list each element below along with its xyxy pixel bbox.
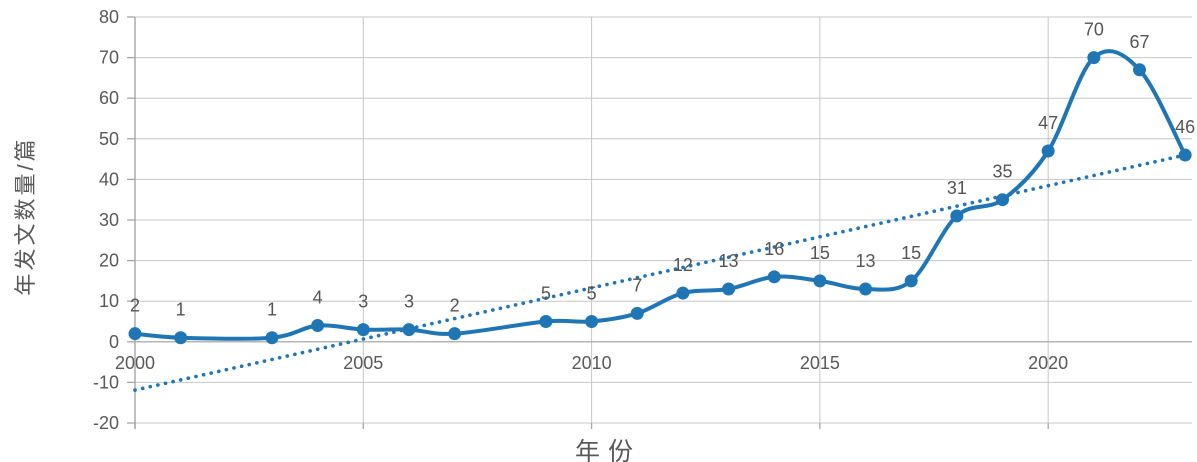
y-tick-label: -10	[93, 372, 119, 392]
data-point	[904, 274, 918, 288]
y-tick-label: 10	[99, 291, 119, 311]
data-label: 2	[130, 296, 140, 316]
y-tick-label: 60	[99, 88, 119, 108]
x-tick-label: 2020	[1028, 353, 1068, 373]
data-point	[676, 286, 690, 300]
data-label: 3	[358, 292, 368, 312]
data-label: 1	[176, 300, 186, 320]
series-line	[133, 49, 1188, 341]
data-point	[767, 270, 781, 284]
y-tick-label: 50	[99, 129, 119, 149]
y-tick-label: 0	[109, 332, 119, 352]
data-point	[1041, 144, 1055, 158]
data-label: 7	[632, 275, 642, 295]
data-label: 15	[810, 243, 830, 263]
data-point	[950, 209, 964, 223]
data-label: 13	[856, 251, 876, 271]
data-label: 70	[1084, 20, 1104, 40]
data-point	[402, 323, 416, 337]
x-tick-label: 2015	[800, 353, 840, 373]
data-point	[630, 306, 644, 320]
data-label: 15	[901, 243, 921, 263]
data-point	[1132, 63, 1146, 77]
y-tick-label: 30	[99, 210, 119, 230]
x-axis-title: 年份	[574, 438, 641, 462]
data-point	[996, 193, 1010, 207]
data-point	[813, 274, 827, 288]
y-tick-label: 70	[99, 48, 119, 68]
data-label: 3	[404, 292, 414, 312]
data-point	[265, 331, 279, 345]
data-point	[356, 323, 370, 337]
y-tick-label: 80	[99, 7, 119, 27]
data-point	[722, 282, 736, 296]
x-tick-label: 2005	[343, 353, 383, 373]
data-point	[1178, 148, 1192, 162]
y-tick-label: -20	[93, 413, 119, 433]
data-label: 13	[719, 251, 739, 271]
data-label: 67	[1129, 32, 1149, 52]
data-point	[1087, 51, 1101, 65]
data-label: 2	[450, 296, 460, 316]
data-label: 46	[1175, 117, 1195, 137]
data-point	[448, 327, 462, 341]
data-point	[174, 331, 188, 345]
data-point	[311, 319, 325, 333]
x-tick-label: 2010	[572, 353, 612, 373]
y-axis-title: 年发文数量/篇	[13, 136, 38, 296]
data-label: 1	[267, 300, 277, 320]
data-point	[585, 315, 599, 328]
data-label: 47	[1038, 113, 1058, 133]
y-tick-label: 20	[99, 251, 119, 271]
data-label: 35	[993, 162, 1013, 182]
y-tick-label: 40	[99, 169, 119, 189]
data-label: 31	[947, 178, 967, 198]
data-label: 5	[587, 284, 597, 304]
data-label: 12	[673, 255, 693, 275]
data-label: 5	[541, 284, 551, 304]
data-point	[128, 327, 142, 341]
data-point	[539, 315, 553, 328]
data-point	[859, 282, 873, 296]
data-label: 16	[764, 239, 784, 259]
data-label: 4	[313, 288, 323, 308]
